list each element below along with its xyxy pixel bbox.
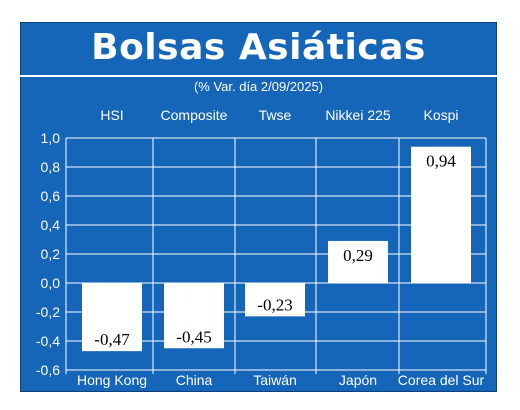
- bar: [245, 283, 305, 317]
- title-divider: [20, 75, 497, 77]
- bar: [411, 146, 471, 283]
- bars: [82, 146, 471, 352]
- bar-value-label: -0,45: [176, 327, 211, 346]
- labels: HSI Composite Twse Nikkei 225 Kospi -0,47 -0,4…: [77, 107, 485, 388]
- bar-value-label: 0,29: [343, 246, 373, 265]
- index-name-label: Kospi: [423, 107, 458, 123]
- bar: [82, 283, 142, 352]
- y-tick-label: -0,2: [36, 304, 60, 320]
- category-label: Taiwán: [253, 372, 297, 388]
- y-tick-label: 0,4: [41, 217, 61, 233]
- y-tick-label: 0,6: [41, 188, 61, 204]
- y-tick-label: 0,2: [41, 246, 61, 262]
- y-tick-label: 1,0: [41, 130, 61, 146]
- bar-value-label: 0,94: [426, 152, 456, 171]
- index-name-label: Composite: [161, 107, 228, 123]
- y-tick-label: 0,8: [41, 159, 61, 175]
- y-tick-label: -0,4: [36, 333, 60, 349]
- y-tick-label: -0,6: [36, 362, 60, 378]
- index-name-label: Nikkei 225: [325, 107, 391, 123]
- index-name-label: HSI: [100, 107, 123, 123]
- category-label: Corea del Sur: [398, 372, 485, 388]
- bar: [328, 240, 388, 283]
- bar: [164, 283, 224, 349]
- y-tick-label: 0,0: [41, 275, 61, 291]
- chart-title: Bolsas Asiáticas: [91, 27, 426, 68]
- category-label: China: [176, 372, 213, 388]
- category-label: Japón: [339, 372, 377, 388]
- chart-subtitle: (% Var. día 2/09/2025): [193, 79, 324, 94]
- index-name-label: Twse: [259, 107, 292, 123]
- category-label: Hong Kong: [77, 372, 147, 388]
- bar-value-label: -0,47: [94, 330, 130, 349]
- y-axis: 1,0 0,8 0,6 0,4 0,2 0,0 -0,2 -0,4 -0,6: [36, 130, 60, 378]
- bar-value-label: -0,23: [257, 295, 292, 314]
